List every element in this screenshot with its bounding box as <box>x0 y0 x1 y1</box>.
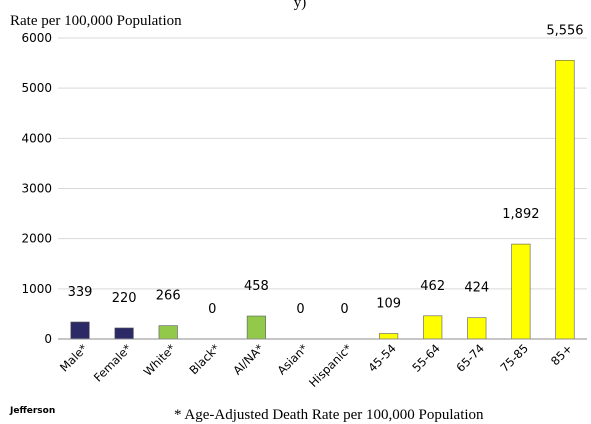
data-label: 266 <box>156 289 181 304</box>
y-tick-label: 0 <box>44 332 52 346</box>
x-tick-label: Asian* <box>274 341 310 377</box>
x-tick-label: Hispanic* <box>306 341 355 390</box>
footnote: * Age-Adjusted Death Rate per 100,000 Po… <box>174 407 484 423</box>
data-label: 462 <box>420 279 445 294</box>
bar <box>158 325 178 340</box>
x-tick-label: Female* <box>91 341 135 385</box>
data-label: 0 <box>340 302 348 317</box>
x-tick-label: Male* <box>57 341 90 374</box>
data-label: 0 <box>208 302 216 317</box>
x-tick-label: AI/NA* <box>230 341 266 377</box>
data-label: 220 <box>112 291 137 306</box>
y-axis-ticks: 0 1000 2000 3000 4000 5000 6000 <box>21 31 52 346</box>
data-label: 424 <box>464 281 489 296</box>
x-tick-label: White* <box>141 341 179 379</box>
x-tick-label: Black* <box>186 341 222 377</box>
y-tick-label: 2000 <box>21 232 52 246</box>
x-tick-label: 75-85 <box>497 341 531 375</box>
data-labels: 339 220 266 0 458 0 0 109 462 424 1,892 5,556 <box>68 23 584 317</box>
y-tick-label: 1000 <box>21 282 52 296</box>
data-label: 109 <box>376 297 401 312</box>
bar <box>511 243 531 340</box>
x-tick-label: 55-64 <box>409 341 443 375</box>
data-label: 339 <box>68 285 93 300</box>
y-tick-label: 4000 <box>21 131 52 145</box>
bar <box>555 59 575 340</box>
y-tick-label: 3000 <box>21 182 52 196</box>
bar <box>246 315 266 340</box>
data-label: 1,892 <box>502 207 539 222</box>
bar <box>379 333 399 340</box>
data-label: 458 <box>244 279 269 294</box>
gridlines <box>58 37 587 290</box>
bar <box>70 321 90 340</box>
y-axis-label: Rate per 100,000 Population <box>10 13 182 29</box>
y-tick-label: 6000 <box>21 31 52 45</box>
chart-title: y) <box>294 0 307 11</box>
source-label: Jefferson <box>9 406 55 416</box>
x-tick-label: 85+ <box>548 341 575 368</box>
bar <box>467 317 487 340</box>
x-tick-label: 65-74 <box>453 341 487 375</box>
data-label: 0 <box>296 302 304 317</box>
data-label: 5,556 <box>546 23 583 38</box>
y-tick-label: 5000 <box>21 81 52 95</box>
bar <box>114 327 134 340</box>
x-axis-ticks: Male* Female* White* Black* AI/NA* Asian*Hisp… <box>57 341 575 390</box>
bar <box>423 315 443 340</box>
x-tick-label: 45-54 <box>365 341 399 375</box>
bars <box>70 59 575 340</box>
